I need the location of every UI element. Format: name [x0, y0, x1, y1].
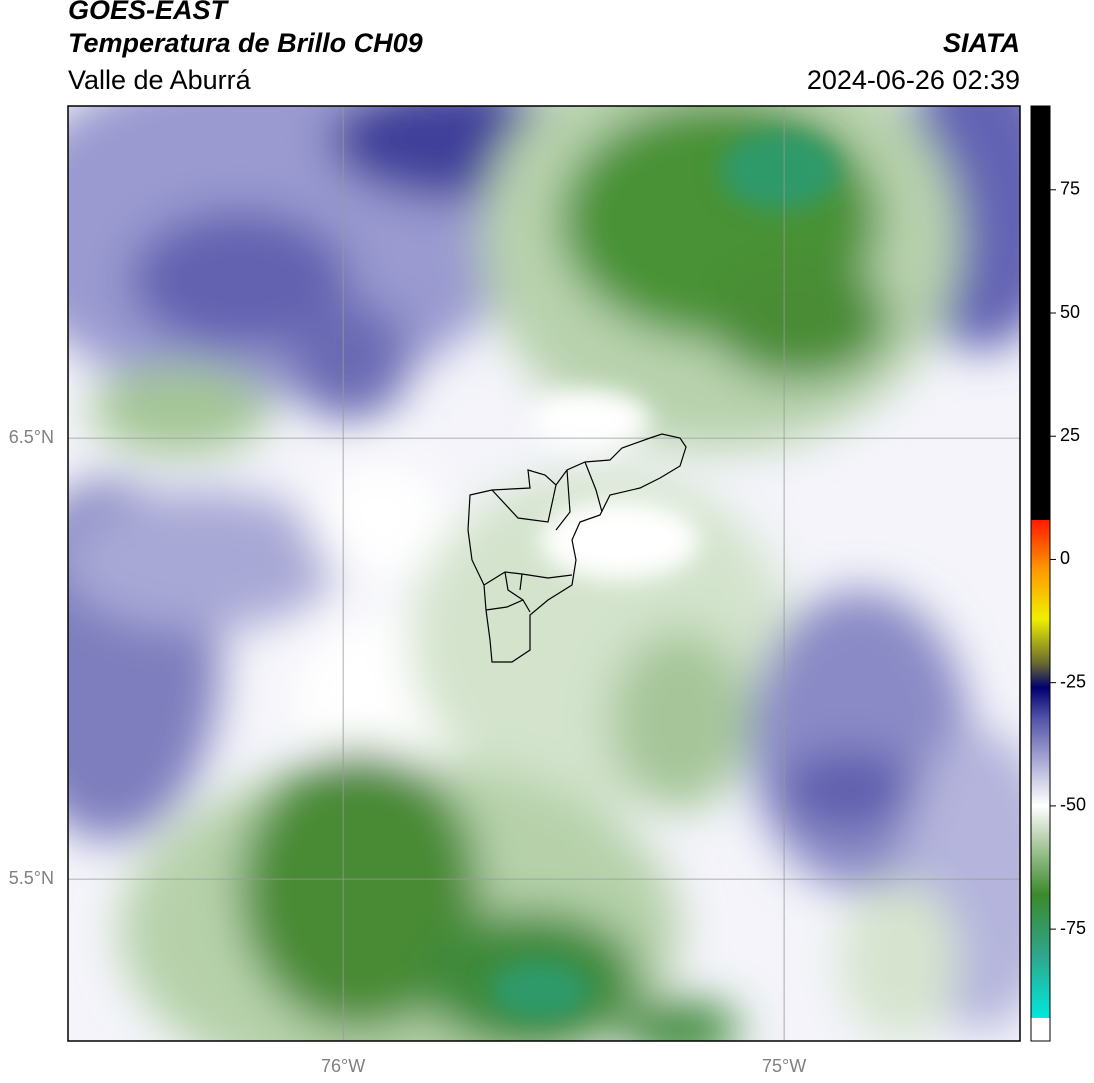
subtitle: Temperatura de Brillo CH09 [68, 28, 423, 58]
colorbar-tick-label: -25 [1060, 671, 1086, 691]
timestamp: 2024-06-26 02:39 [807, 65, 1020, 95]
colorbar-tick-label: -75 [1060, 918, 1086, 938]
map-image [68, 106, 1020, 1041]
lon-label: 75°W [762, 1056, 806, 1076]
colorbar [1030, 105, 1051, 1042]
colorbar-tick-label: 75 [1060, 179, 1080, 199]
lat-label: 6.5°N [9, 427, 54, 447]
colorbar-tick-label: 50 [1060, 302, 1080, 322]
lon-label: 76°W [321, 1056, 365, 1076]
colorbar-tick-label: 25 [1060, 425, 1080, 445]
colorbar-tick-label: -50 [1060, 795, 1086, 815]
map-frame [67, 105, 1021, 1042]
title: GOES-EAST [68, 0, 230, 25]
colorbar-tick-label: 0 [1060, 548, 1070, 568]
valley-outline [467, 433, 687, 663]
lat-label: 5.5°N [9, 868, 54, 888]
org: SIATA [943, 28, 1020, 58]
region: Valle de Aburrá [68, 65, 252, 95]
graticule [68, 106, 1020, 1041]
